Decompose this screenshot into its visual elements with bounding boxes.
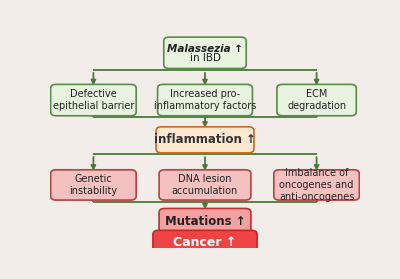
FancyBboxPatch shape [51, 84, 136, 116]
Text: inflammation ↑: inflammation ↑ [154, 133, 256, 146]
Text: Mutations ↑: Mutations ↑ [165, 215, 245, 228]
Text: DNA lesion
accumulation: DNA lesion accumulation [172, 174, 238, 196]
FancyBboxPatch shape [159, 170, 251, 200]
FancyBboxPatch shape [159, 208, 251, 234]
Text: Genetic
instability: Genetic instability [69, 174, 118, 196]
FancyBboxPatch shape [156, 127, 254, 153]
Text: ECM
degradation: ECM degradation [287, 89, 346, 111]
FancyBboxPatch shape [51, 170, 136, 200]
FancyBboxPatch shape [277, 84, 356, 116]
Text: Defective
epithelial barrier: Defective epithelial barrier [53, 89, 134, 111]
Text: Increased pro-
inflammatory factors: Increased pro- inflammatory factors [154, 89, 256, 111]
FancyBboxPatch shape [153, 230, 257, 254]
Text: Cancer ↑: Cancer ↑ [173, 236, 237, 249]
FancyBboxPatch shape [158, 84, 252, 116]
Text: in IBD: in IBD [190, 53, 220, 63]
Text: Malassezia ↑: Malassezia ↑ [167, 44, 243, 54]
FancyBboxPatch shape [164, 37, 246, 69]
FancyBboxPatch shape [274, 170, 359, 200]
Text: Imbalance of
oncogenes and
anti-oncogenes: Imbalance of oncogenes and anti-oncogene… [279, 167, 354, 202]
